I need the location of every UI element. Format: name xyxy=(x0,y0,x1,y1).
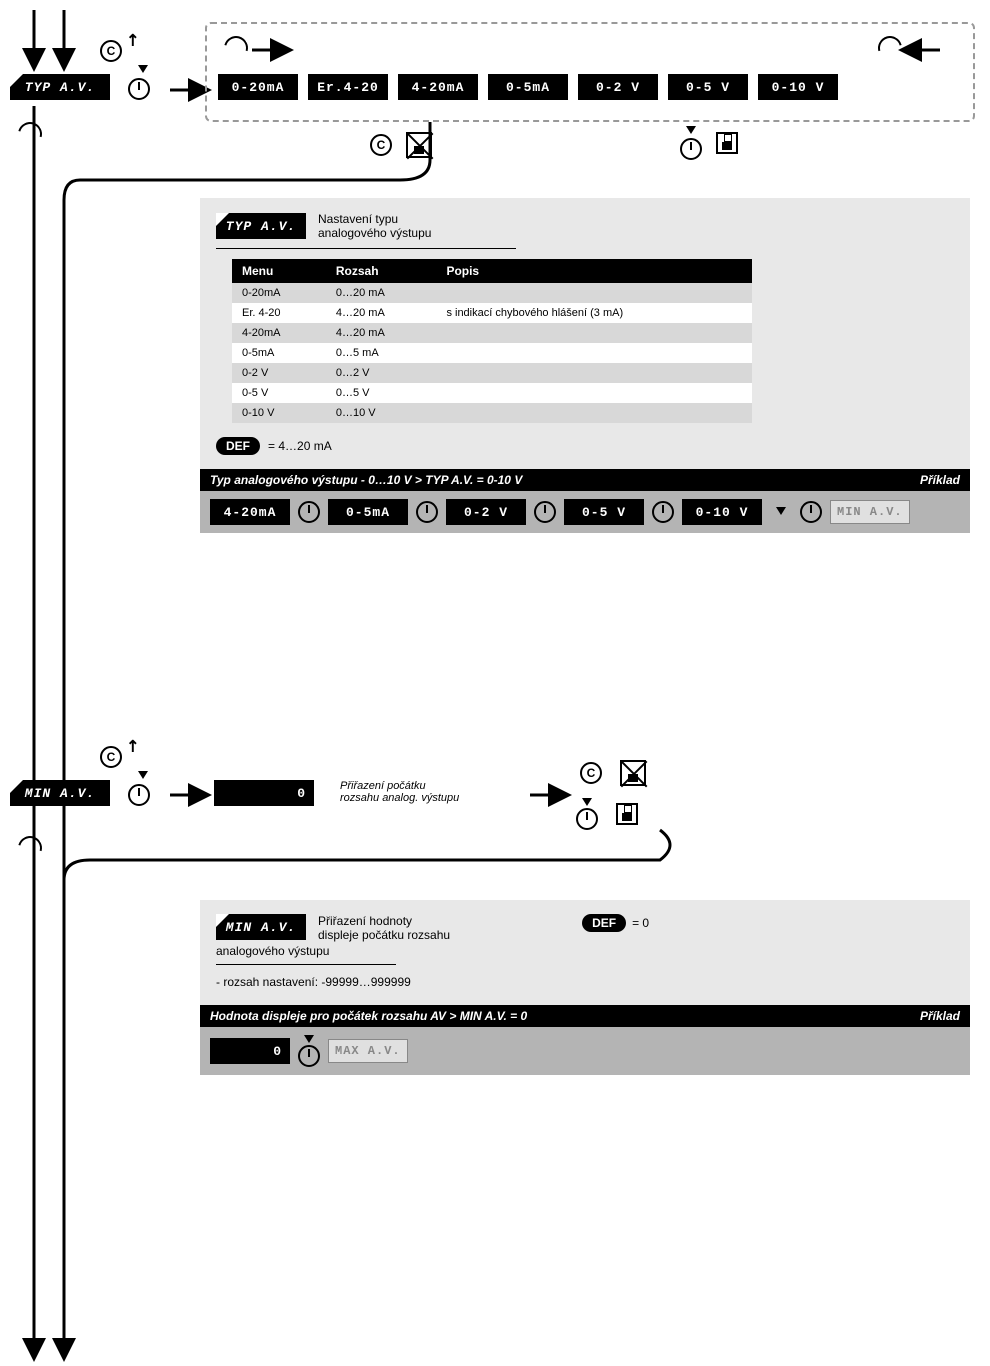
panel2-title: Přiřazení hodnoty displeje počátku rozsa… xyxy=(318,914,450,942)
option-row: 0-20mA Er.4-20 4-20mA 0-5mA 0-2 V 0-5 V … xyxy=(218,74,838,100)
panel2-badge: MIN A.V. xyxy=(216,914,306,940)
press-icon xyxy=(132,770,154,784)
example-step: 0-5 V xyxy=(564,499,644,525)
press-icon xyxy=(680,126,702,136)
options-box xyxy=(205,22,975,122)
nosave-icon xyxy=(406,132,432,158)
dial-icon xyxy=(800,501,822,523)
example-step: 0-2 V xyxy=(446,499,526,525)
def-value: = 4…20 mA xyxy=(268,439,332,453)
dial-icon xyxy=(680,138,702,160)
table-row: 0-5mA0…5 mA xyxy=(232,343,752,363)
panel2-title-cont: analogového výstupu xyxy=(216,944,954,958)
panel-typ-av: TYP A.V. Nastavení typu analogového výst… xyxy=(200,198,970,533)
save-icon xyxy=(616,803,638,825)
dial-icon xyxy=(416,501,438,523)
min-cancel-row: C xyxy=(580,760,646,786)
next-menu-ghost: MIN A.V. xyxy=(830,500,910,524)
dial-arc-icon xyxy=(224,36,248,53)
min-save-row xyxy=(576,798,638,830)
c-icon: C xyxy=(580,762,602,784)
example-steps-row: 0 MAX A.V. xyxy=(200,1027,970,1075)
table-row: 0-20mA0…20 mA xyxy=(232,283,752,303)
table-row: 4-20mA4…20 mA xyxy=(232,323,752,343)
press-icon xyxy=(576,798,598,808)
panel1-badge: TYP A.V. xyxy=(216,213,306,239)
press-icon xyxy=(132,64,154,78)
option-0-5mA: 0-5mA xyxy=(488,74,568,100)
example-bar: Hodnota displeje pro počátek rozsahu AV … xyxy=(200,1005,970,1027)
example-step: 0-5mA xyxy=(328,499,408,525)
c-icon: C xyxy=(100,40,122,62)
table-row: 0-2 V0…2 V xyxy=(232,363,752,383)
cancel-row: C xyxy=(370,132,432,158)
min-desc: Přiřazení počátku rozsahu analog. výstup… xyxy=(340,780,459,804)
dial-icon xyxy=(298,501,320,523)
dial-arc-icon xyxy=(878,36,902,53)
example-step: 4-20mA xyxy=(210,499,290,525)
def-value: = 0 xyxy=(632,916,649,930)
save-row xyxy=(680,126,738,160)
c-icon: C xyxy=(370,134,392,156)
min-value-display: 0 xyxy=(214,780,314,806)
table-row: Er. 4-204…20 mAs indikací chybového hláš… xyxy=(232,303,752,323)
dial-icon xyxy=(576,808,598,830)
dial-arc-icon xyxy=(18,122,42,139)
page: C ↗ TYP A.V. 0-20mA Er.4-20 4-20mA 0-5mA… xyxy=(0,0,990,1366)
option-er-4-20: Er.4-20 xyxy=(308,74,388,100)
option-0-5V: 0-5 V xyxy=(668,74,748,100)
save-icon xyxy=(716,132,738,154)
example-step: 0-10 V xyxy=(682,499,762,525)
example-steps-row: 4-20mA 0-5mA 0-2 V 0-5 V 0-10 V MIN A.V. xyxy=(200,491,970,533)
option-0-10V: 0-10 V xyxy=(758,74,838,100)
option-0-20mA: 0-20mA xyxy=(218,74,298,100)
menu-typ-av: TYP A.V. xyxy=(10,74,110,100)
dial-icon xyxy=(298,1045,320,1067)
table-row: 0-10 V0…10 V xyxy=(232,403,752,423)
example-value: 0 xyxy=(210,1038,290,1064)
example-bar: Typ analogového výstupu - 0…10 V > TYP A… xyxy=(200,469,970,491)
menu-min-av: MIN A.V. xyxy=(10,780,110,806)
option-4-20mA: 4-20mA xyxy=(398,74,478,100)
def-badge: DEF xyxy=(216,437,260,455)
dial-icon xyxy=(128,784,150,809)
c-icon: C xyxy=(100,746,122,768)
dial-icon xyxy=(128,78,150,103)
panel2-range: - rozsah nastavení: -99999…999999 xyxy=(216,975,954,989)
dial-icon xyxy=(652,501,674,523)
dial-arc-icon xyxy=(18,836,42,853)
table-row: 0-5 V0…5 V xyxy=(232,383,752,403)
panel-min-av: MIN A.V. Přiřazení hodnoty displeje počá… xyxy=(200,900,970,1075)
option-0-2V: 0-2 V xyxy=(578,74,658,100)
def-badge: DEF xyxy=(582,914,626,932)
options-table: Menu Rozsah Popis 0-20mA0…20 mAEr. 4-204… xyxy=(232,259,752,423)
panel1-title: Nastavení typu analogového výstupu xyxy=(318,212,431,240)
next-menu-ghost: MAX A.V. xyxy=(328,1039,408,1063)
nosave-icon xyxy=(620,760,646,786)
press-icon xyxy=(298,1035,320,1045)
dial-icon xyxy=(534,501,556,523)
